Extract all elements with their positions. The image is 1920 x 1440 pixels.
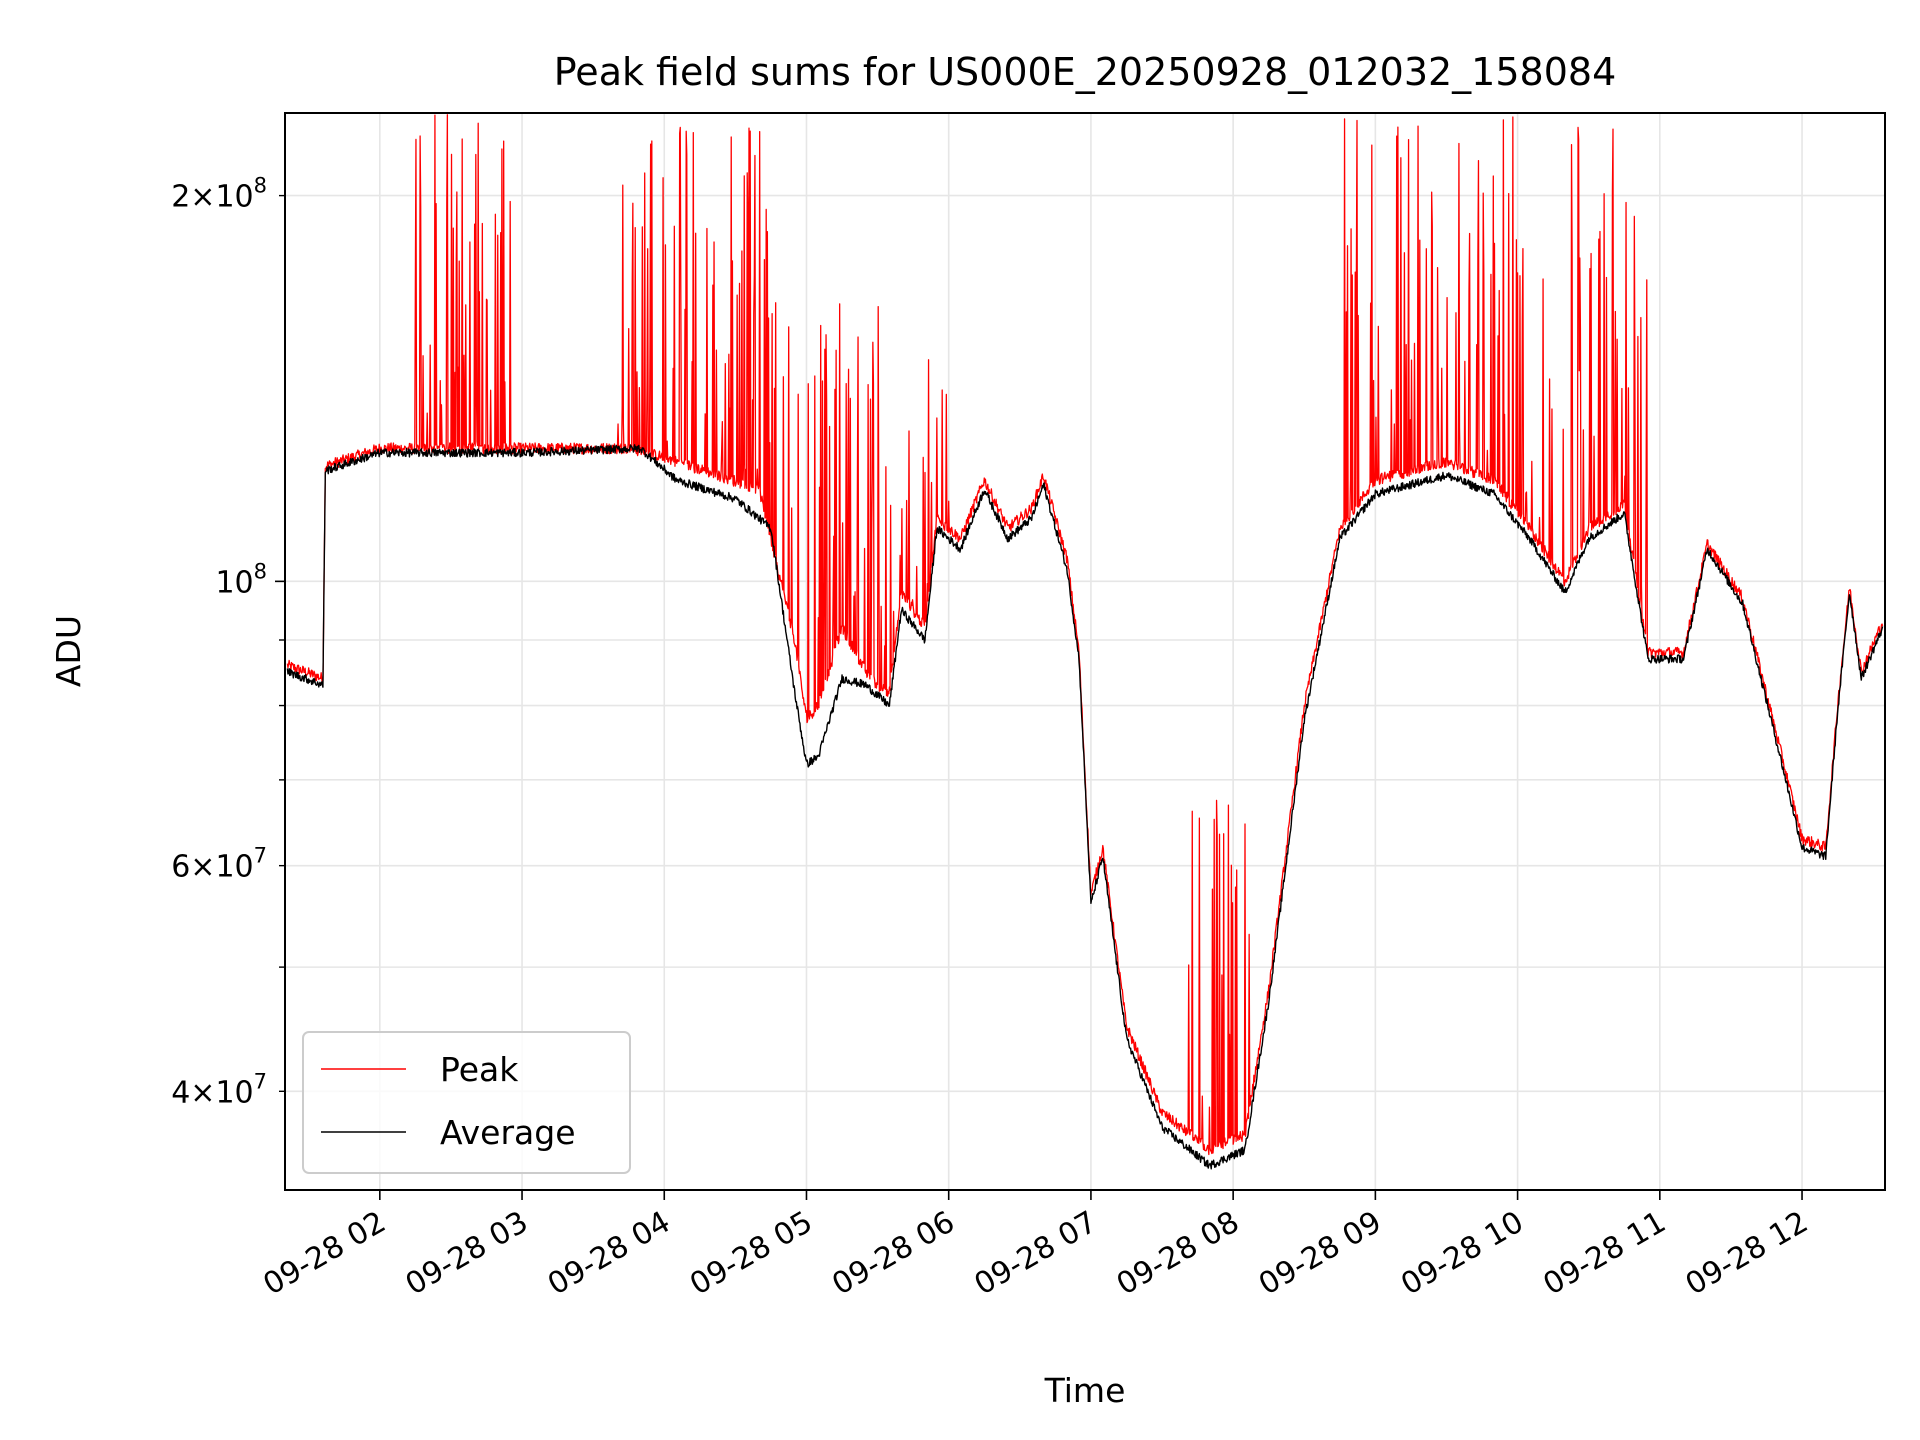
y-tick-label: 4×107 (171, 1069, 267, 1110)
legend-peak-label: Peak (440, 1050, 519, 1089)
plot-frame (284, 112, 1886, 1191)
legend: Peak Average (302, 1031, 631, 1174)
chart-title: Peak field sums for US000E_20250928_0120… (554, 50, 1617, 94)
series-line-average (286, 444, 1884, 1170)
legend-average-label: Average (440, 1113, 576, 1152)
y-tick-label: 6×107 (171, 844, 267, 885)
y-axis: 4×107 6×107 2×108 108 (171, 174, 285, 1110)
y-tick-label: 2×108 (171, 174, 267, 215)
legend-box (302, 1031, 631, 1174)
y-axis-label: ADU (49, 615, 88, 687)
y-tick-label: 108 (215, 559, 267, 600)
x-axis-label: Time (1044, 1371, 1126, 1410)
series-layer (286, 114, 1884, 1170)
